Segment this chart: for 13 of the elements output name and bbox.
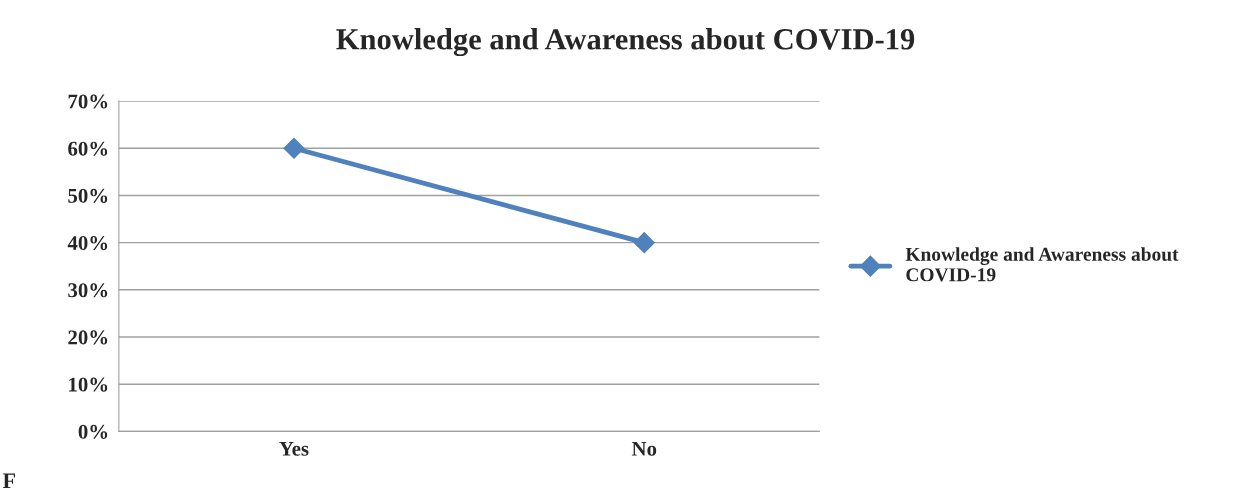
x-tick-label: No [631,441,657,456]
legend-label: Knowledge and Awareness about COVID-19 [905,247,1179,282]
y-tick-label: 70% [68,94,108,109]
y-tick-label: 40% [67,236,108,251]
x-tick-label: Yes [279,441,309,456]
y-tick-label: 50% [68,188,108,203]
chart-title: Knowledge and Awareness about COVID-19 [336,28,915,57]
y-tick-label: 30% [68,283,108,298]
y-tick-label: 20% [68,330,108,345]
y-tick-label: 60% [68,141,108,156]
text: F [2,473,16,489]
y-tick-label: 10% [69,377,108,392]
y-tick-label: 0% [78,424,108,439]
